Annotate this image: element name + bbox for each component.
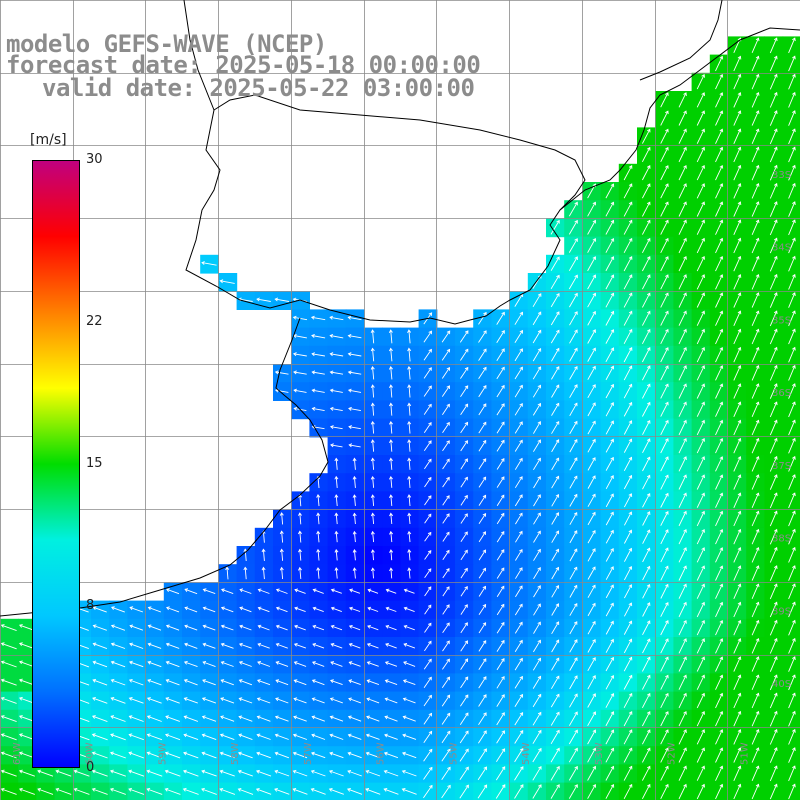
lat-label: 37S [772, 461, 791, 472]
lon-label: 56W [376, 742, 387, 765]
wind-speed-field [0, 36, 800, 800]
coastline-uruguay [0, 317, 329, 617]
river-border [213, 94, 586, 211]
forecast-date: forecast date: 2025-05-18 00:00:00 [6, 51, 481, 79]
colorbar-tick: 8 [86, 597, 95, 613]
lon-label: 60W [85, 742, 96, 765]
valid-date: valid date: 2025-05-22 03:00:00 [42, 74, 475, 102]
colorbar-tick: 22 [86, 314, 103, 330]
lon-label: 55W [448, 742, 459, 765]
lat-label: 35S [772, 315, 791, 326]
colorbar [32, 160, 80, 768]
lon-label: 59W [157, 742, 168, 765]
lon-label: 53W [594, 742, 605, 765]
colorbar-tick: 0 [86, 760, 95, 775]
lon-label: 57W [303, 742, 314, 765]
lon-label: 54W [521, 742, 532, 765]
lon-label: 58W [230, 742, 241, 765]
longitude-labels: 61W 60W 59W 58W 57W 56W 55W 54W 53W 52W 51W [12, 742, 750, 765]
lat-label: 36S [772, 388, 791, 399]
lon-label: 51W [739, 742, 750, 765]
colorbar-tick: 15 [86, 456, 103, 471]
lat-label: 40S [772, 679, 791, 690]
lon-label: 52W [667, 742, 678, 765]
lon-label: 61W [12, 742, 23, 765]
lat-label: 33S [772, 170, 791, 181]
lat-label: 39S [772, 606, 791, 617]
model-title: modelo GEFS-WAVE (NCEP) [6, 30, 327, 58]
colorbar-tick: 30 [86, 152, 103, 167]
wind-vectors [0, 37, 796, 800]
latitude-labels: 33S 34S 35S 36S 37S 38S 39S 40S [772, 170, 791, 690]
coastline-north [639, 0, 723, 81]
lat-label: 34S [772, 243, 791, 254]
lat-label: 38S [772, 534, 791, 545]
coastline-argentina [183, 0, 800, 325]
colorbar-unit: [m/s] [30, 132, 67, 148]
